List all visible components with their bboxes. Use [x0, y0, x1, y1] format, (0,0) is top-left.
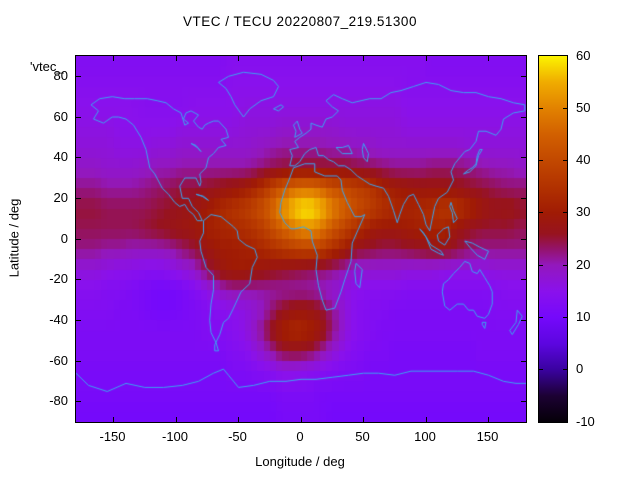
colorbar-tick-label: 30: [576, 204, 591, 220]
y-tick-mark: [76, 238, 81, 240]
vtec-heatmap-canvas: [76, 56, 526, 422]
y-tick-mark: [76, 157, 81, 159]
colorbar-tick-mark: [563, 160, 567, 162]
y-tick-mark: [521, 319, 526, 321]
x-tick-mark: [425, 417, 427, 422]
colorbar-tick-label: 0: [576, 361, 584, 377]
x-tick-label: -150: [99, 429, 126, 444]
y-tick-mark: [76, 197, 81, 199]
x-axis-label: Longitude / deg: [255, 454, 345, 469]
colorbar-tick-label: 60: [576, 47, 591, 63]
y-tick-label: 80: [53, 67, 68, 83]
x-tick-mark: [363, 56, 364, 61]
y-tick-label: 60: [53, 108, 68, 124]
colorbar-tick-mark: [539, 212, 543, 214]
y-tick-label: -80: [49, 393, 68, 409]
colorbar-tick-label: 40: [576, 152, 591, 168]
y-tick-mark: [521, 75, 526, 77]
y-tick-mark: [76, 75, 81, 77]
x-tick-mark: [175, 417, 177, 422]
y-tick-label: -20: [49, 271, 68, 287]
y-tick-mark: [521, 116, 526, 118]
x-tick-label: -50: [228, 429, 247, 444]
colorbar-tick-label: -10: [576, 413, 595, 429]
colorbar-tick-mark: [563, 107, 567, 109]
x-tick-label: 0: [296, 429, 304, 444]
colorbar-tick-mark: [563, 369, 567, 371]
x-tick-mark: [113, 417, 114, 422]
x-tick-mark: [488, 417, 489, 422]
colorbar-tick-mark: [539, 160, 543, 162]
y-tick-mark: [76, 319, 81, 321]
colorbar-tick-mark: [539, 369, 543, 371]
x-tick-mark: [488, 56, 489, 61]
colorbar-tick-label: 10: [576, 308, 591, 324]
y-tick-label: 20: [53, 189, 68, 205]
y-tick-label: 40: [53, 149, 68, 165]
y-tick-mark: [521, 238, 526, 240]
y-tick-mark: [521, 360, 526, 362]
y-tick-mark: [521, 279, 526, 281]
y-tick-label: -60: [49, 352, 68, 368]
x-tick-mark: [363, 417, 364, 422]
x-tick-mark: [300, 417, 302, 422]
x-tick-mark: [425, 56, 427, 61]
x-tick-mark: [238, 417, 239, 422]
y-tick-mark: [76, 360, 81, 362]
y-tick-mark: [521, 157, 526, 159]
colorbar: [538, 55, 568, 423]
y-tick-label: -40: [49, 311, 68, 327]
x-tick-label: 50: [355, 429, 370, 444]
colorbar-tick-mark: [563, 316, 567, 318]
x-tick-mark: [175, 56, 177, 61]
colorbar-gradient: [539, 56, 567, 422]
colorbar-tick-mark: [539, 107, 543, 109]
colorbar-tick-label: 50: [576, 99, 591, 115]
y-tick-mark: [521, 197, 526, 199]
x-tick-label: -100: [161, 429, 189, 444]
y-tick-mark: [76, 279, 81, 281]
x-tick-mark: [300, 56, 302, 61]
x-tick-label: 150: [476, 429, 499, 444]
colorbar-tick-label: 20: [576, 256, 591, 272]
x-tick-label: 100: [414, 429, 436, 444]
colorbar-tick-mark: [539, 316, 543, 318]
y-tick-mark: [76, 401, 81, 403]
plot-area: [75, 55, 527, 423]
key-label: 'vtec_: [30, 59, 64, 74]
colorbar-tick-mark: [563, 264, 567, 266]
x-tick-mark: [238, 56, 239, 61]
colorbar-tick-mark: [563, 212, 567, 214]
y-tick-mark: [521, 401, 526, 403]
x-tick-mark: [113, 56, 114, 61]
chart-title: VTEC / TECU 20220807_219.51300: [183, 14, 417, 29]
y-tick-label: 0: [60, 230, 68, 246]
colorbar-tick-mark: [539, 264, 543, 266]
y-tick-mark: [76, 116, 81, 118]
